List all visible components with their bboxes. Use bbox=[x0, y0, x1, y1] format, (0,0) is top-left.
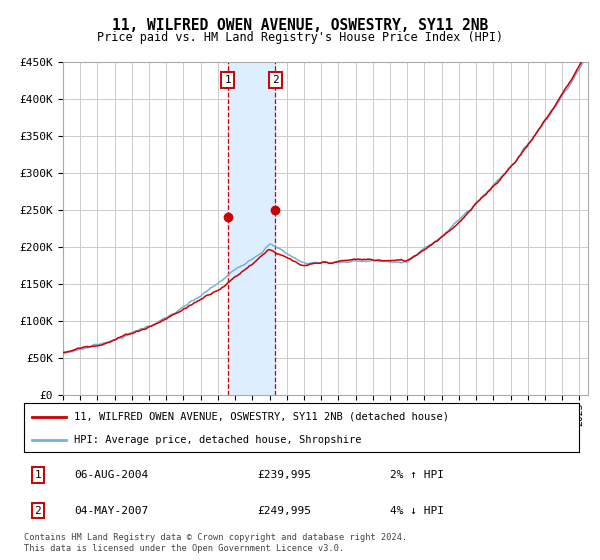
Text: 4% ↓ HPI: 4% ↓ HPI bbox=[391, 506, 444, 516]
Text: 04-MAY-2007: 04-MAY-2007 bbox=[74, 506, 148, 516]
Text: HPI: Average price, detached house, Shropshire: HPI: Average price, detached house, Shro… bbox=[74, 435, 361, 445]
Text: 2% ↑ HPI: 2% ↑ HPI bbox=[391, 470, 444, 480]
Text: Contains HM Land Registry data © Crown copyright and database right 2024.
This d: Contains HM Land Registry data © Crown c… bbox=[24, 533, 407, 553]
Text: 1: 1 bbox=[224, 75, 231, 85]
Text: 1: 1 bbox=[35, 470, 41, 480]
Text: £249,995: £249,995 bbox=[257, 506, 311, 516]
Text: Price paid vs. HM Land Registry's House Price Index (HPI): Price paid vs. HM Land Registry's House … bbox=[97, 31, 503, 44]
Bar bbox=[228, 62, 275, 395]
Text: 11, WILFRED OWEN AVENUE, OSWESTRY, SY11 2NB: 11, WILFRED OWEN AVENUE, OSWESTRY, SY11 … bbox=[112, 18, 488, 33]
Text: 2: 2 bbox=[35, 506, 41, 516]
Text: £239,995: £239,995 bbox=[257, 470, 311, 480]
Text: 06-AUG-2004: 06-AUG-2004 bbox=[74, 470, 148, 480]
Text: 11, WILFRED OWEN AVENUE, OSWESTRY, SY11 2NB (detached house): 11, WILFRED OWEN AVENUE, OSWESTRY, SY11 … bbox=[74, 412, 449, 422]
Text: 2: 2 bbox=[272, 75, 278, 85]
